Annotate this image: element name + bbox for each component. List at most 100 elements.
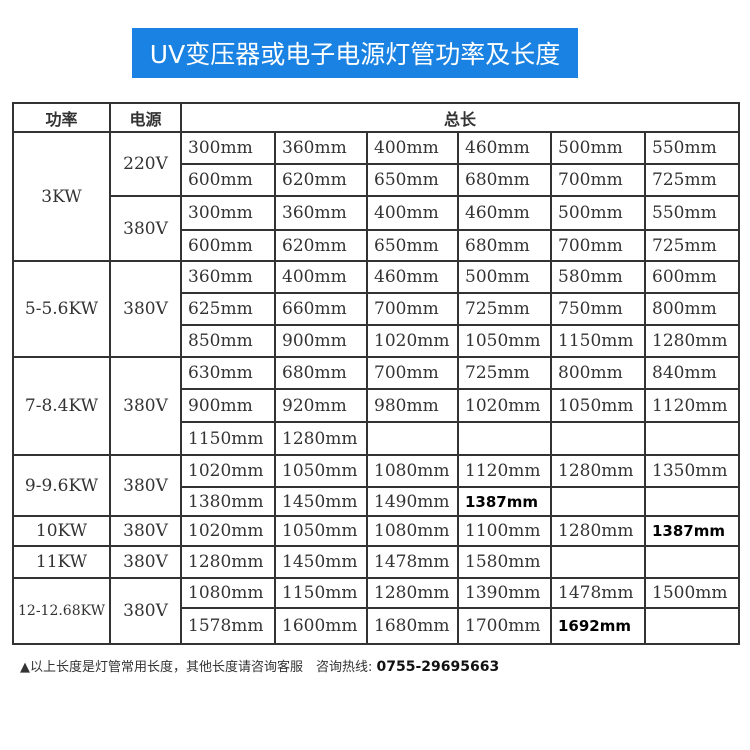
length-cell	[643, 421, 741, 456]
table-row: 1578mm 1600mm 1680mm 1700mm 1692mm	[13, 607, 741, 645]
length-cell: 1450mm	[274, 545, 368, 579]
length-cell: 550mm	[643, 131, 741, 165]
length-cell: 550mm	[643, 195, 741, 231]
length-cell	[550, 486, 646, 517]
table-row: 850mm 900mm 1020mm 1050mm 1150mm 1280mm	[13, 324, 741, 358]
hotline-number: 0755-29695663	[376, 659, 500, 675]
power-cell: 9-9.6KW	[12, 454, 111, 517]
length-cell: 620mm	[274, 229, 368, 262]
power-cell: 5-5.6KW	[12, 260, 111, 358]
length-cell: 625mm	[180, 292, 276, 326]
length-cell: 1380mm	[180, 486, 276, 517]
length-cell: 1580mm	[457, 545, 552, 579]
power-cell: 7-8.4KW	[12, 356, 111, 456]
length-cell: 1500mm	[643, 577, 741, 609]
length-cell	[457, 421, 552, 456]
length-cell: 1578mm	[180, 607, 276, 645]
voltage-cell: 380V	[109, 356, 182, 456]
length-cell: 1050mm	[274, 454, 368, 488]
length-cell: 1600mm	[274, 607, 368, 645]
length-cell: 1280mm	[274, 421, 368, 456]
length-cell: 1020mm	[457, 388, 552, 423]
length-cell: 650mm	[366, 229, 459, 262]
table-row: 12-12.68KW 380V 1080mm 1150mm 1280mm 1390mm 14…	[12, 577, 741, 645]
length-cell: 1280mm	[643, 324, 741, 358]
length-cell: 680mm	[274, 356, 368, 390]
length-cell: 725mm	[643, 229, 741, 262]
length-cell: 1080mm	[180, 577, 276, 609]
length-cell: 1478mm	[550, 577, 646, 609]
table-row: 11KW 380V 1280mm 1450mm 1478mm 1580mm	[12, 545, 741, 579]
length-cell: 300mm	[180, 131, 276, 165]
length-cell: 650mm	[366, 163, 459, 197]
length-cell: 800mm	[550, 356, 646, 390]
power-cell: 11KW	[12, 545, 111, 579]
length-cell: 750mm	[550, 292, 646, 326]
length-cell: 1150mm	[180, 421, 276, 456]
table-row: 7-8.4KW 380V 630mm 680mm 700mm 725mm 800mm 840m…	[12, 356, 741, 456]
table-row: 1150mm 1280mm	[13, 421, 741, 456]
length-cell: 1020mm	[180, 454, 276, 488]
length-cell: 1700mm	[457, 607, 552, 645]
page-title: UV变压器或电子电源灯管功率及长度	[132, 28, 578, 78]
length-cell: 460mm	[457, 195, 552, 231]
length-cell: 700mm	[550, 163, 646, 197]
length-cell: 700mm	[550, 229, 646, 262]
length-cell: 725mm	[457, 292, 552, 326]
power-cell: 10KW	[12, 515, 111, 547]
table-row: 600mm 620mm 650mm 680mm 700mm 725mm	[13, 229, 741, 262]
voltage-cell: 380V	[109, 515, 182, 547]
length-cell: 1150mm	[550, 324, 646, 358]
voltage-cell: 380V	[109, 545, 182, 579]
length-cell: 1020mm	[180, 515, 276, 547]
length-cell: 300mm	[180, 195, 276, 231]
length-cell: 1120mm	[643, 388, 741, 423]
power-cell: 3KW	[12, 131, 111, 262]
length-cell: 630mm	[180, 356, 276, 390]
length-cell: 1100mm	[457, 515, 552, 547]
length-cell: 1350mm	[643, 454, 741, 488]
length-cell	[643, 545, 741, 579]
length-cell: 1490mm	[366, 486, 459, 517]
length-cell: 360mm	[180, 260, 276, 294]
table-row: 5-5.6KW 380V 360mm 400mm 460mm 500mm 580mm 600m…	[12, 260, 741, 358]
length-cell: 600mm	[180, 229, 276, 262]
length-cell: 1050mm	[274, 515, 368, 547]
length-cell: 1387mm	[643, 515, 741, 547]
length-cell: 700mm	[366, 356, 459, 390]
length-cell: 620mm	[274, 163, 368, 197]
table-row: 9-9.6KW 380V 1020mm 1050mm 1080mm 1120mm 1280m…	[12, 454, 741, 517]
lamp-length-table: 功率 电源 总长 3KW 220V 300mm 360mm 400mm 460mm 500m…	[12, 102, 741, 645]
length-cell: 1120mm	[457, 454, 552, 488]
length-cell: 1280mm	[550, 454, 646, 488]
length-cell: 400mm	[274, 260, 368, 294]
length-cell: 600mm	[643, 260, 741, 294]
length-cell: 1280mm	[180, 545, 276, 579]
length-cell: 1692mm	[550, 607, 646, 645]
length-cell: 725mm	[643, 163, 741, 197]
length-cell: 460mm	[366, 260, 459, 294]
length-cell: 1280mm	[366, 577, 459, 609]
voltage-cell: 380V	[109, 195, 182, 262]
length-cell: 1280mm	[550, 515, 646, 547]
length-cell: 360mm	[274, 131, 368, 165]
length-cell: 700mm	[366, 292, 459, 326]
table-row: 10KW 380V 1020mm 1050mm 1080mm 1100mm 1280mm 13…	[12, 515, 741, 547]
length-cell	[366, 421, 459, 456]
length-cell: 900mm	[274, 324, 368, 358]
voltage-cell: 380V	[109, 577, 182, 645]
table-row: 900mm 920mm 980mm 1020mm 1050mm 1120mm	[13, 388, 741, 423]
table-row: 380V 300mm 360mm 400mm 460mm 500mm 550mm	[13, 195, 741, 262]
table-row: 600mm 620mm 650mm 680mm 700mm 725mm	[13, 163, 741, 197]
length-cell	[550, 545, 646, 579]
voltage-cell: 380V	[109, 454, 182, 517]
length-cell: 680mm	[457, 229, 552, 262]
length-cell: 840mm	[643, 356, 741, 390]
length-cell: 900mm	[180, 388, 276, 423]
length-cell: 500mm	[550, 195, 646, 231]
header-power: 功率	[12, 102, 111, 133]
table-row: 1380mm 1450mm 1490mm 1387mm	[13, 486, 741, 517]
length-cell: 1050mm	[457, 324, 552, 358]
length-cell: 400mm	[366, 131, 459, 165]
table-row: 625mm 660mm 700mm 725mm 750mm 800mm	[13, 292, 741, 326]
